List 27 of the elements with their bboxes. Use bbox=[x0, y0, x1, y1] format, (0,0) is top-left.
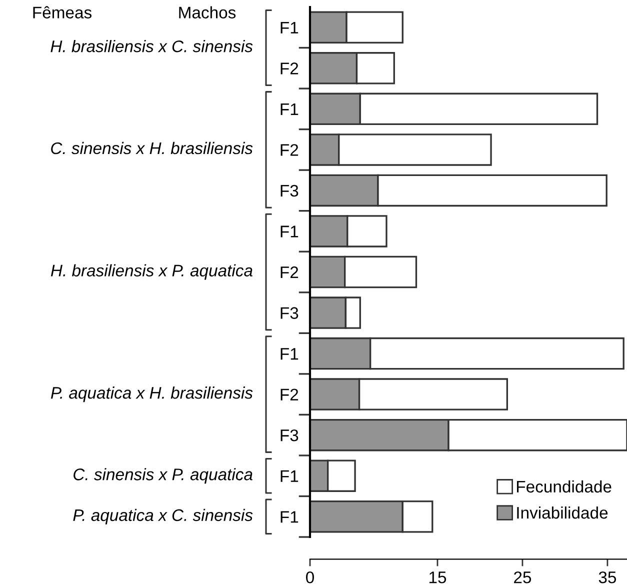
text: C. sinensis x H. brasiliensis bbox=[51, 142, 253, 154]
text: Fêmeas bbox=[33, 6, 92, 18]
y-tick-label: F2 bbox=[280, 62, 298, 74]
text: H. brasiliensis x C. sinensis bbox=[50, 40, 253, 52]
y-tick-label: F1 bbox=[280, 226, 298, 238]
y-tick-label: F1 bbox=[280, 511, 298, 523]
legend-label: Fecundidade bbox=[517, 480, 612, 493]
y-tick-label: F1 bbox=[280, 470, 298, 482]
y-tick-label: F2 bbox=[280, 266, 298, 278]
x-tick-label: 25 bbox=[514, 571, 532, 584]
y-tick-label: F2 bbox=[280, 388, 298, 400]
x-tick-label: 0 bbox=[306, 571, 314, 584]
x-tick-label: 15 bbox=[429, 572, 446, 584]
y-tick-label: F1 bbox=[280, 348, 298, 360]
text: P. aquatica x C. sinensis bbox=[73, 508, 253, 524]
text: C. sinensis x P. aquatica bbox=[74, 468, 252, 484]
y-tick-label: F3 bbox=[280, 429, 298, 442]
text: P. aquatica x H. brasiliensis bbox=[50, 386, 253, 402]
legend-label: Inviabilidade bbox=[517, 506, 608, 519]
x-tick-label: 35 bbox=[598, 571, 616, 584]
y-tick-label: F3 bbox=[280, 307, 298, 319]
y-tick-label: F1 bbox=[280, 103, 298, 115]
y-tick-label: F1 bbox=[280, 22, 298, 34]
text: Machos bbox=[179, 6, 236, 18]
y-tick-label: F2 bbox=[280, 144, 298, 156]
y-tick-label: F3 bbox=[280, 184, 298, 197]
text: H. brasiliensis x P. aquatica bbox=[50, 264, 252, 280]
